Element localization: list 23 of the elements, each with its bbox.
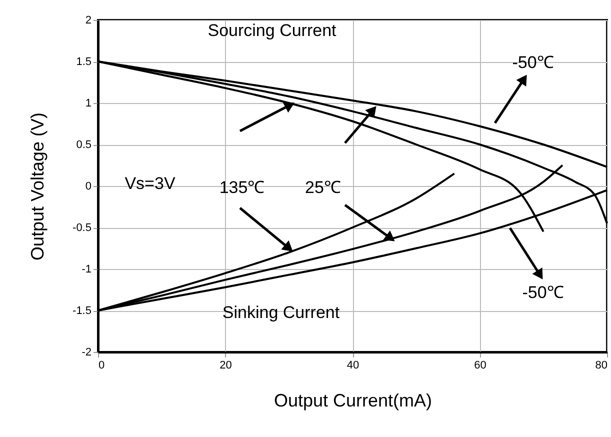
annotation: 135℃: [219, 178, 265, 197]
y-tick-label: 2: [85, 14, 92, 26]
y-tick-label: 1: [85, 98, 92, 110]
annotation: -50℃: [522, 283, 564, 302]
x-tick-label: 0: [98, 360, 105, 372]
y-tick-label: 1.5: [76, 56, 92, 68]
x-tick-label: 80: [595, 360, 608, 372]
annotation: -50℃: [512, 53, 554, 72]
x-tick-label: 60: [474, 360, 486, 372]
annotation: Sinking Current: [222, 303, 340, 322]
annotation: Vs=3V: [124, 174, 176, 193]
x-tick-label: 40: [346, 360, 360, 372]
y-axis-title: Output Voltage (V): [28, 112, 48, 261]
y-tick-label: 0: [85, 180, 92, 192]
y-tick-label: -2: [82, 346, 92, 358]
annotation: 25℃: [305, 178, 341, 197]
x-axis-title: Output Current(mA): [274, 390, 432, 410]
x-tick-label: 20: [220, 360, 232, 372]
y-tick-label: 0.5: [76, 139, 92, 151]
y-tick-label: -1: [82, 264, 92, 276]
y-tick-label: -1.5: [72, 305, 92, 317]
y-tick-label: -0.5: [72, 222, 92, 234]
annotation: Sourcing Current: [208, 21, 337, 40]
